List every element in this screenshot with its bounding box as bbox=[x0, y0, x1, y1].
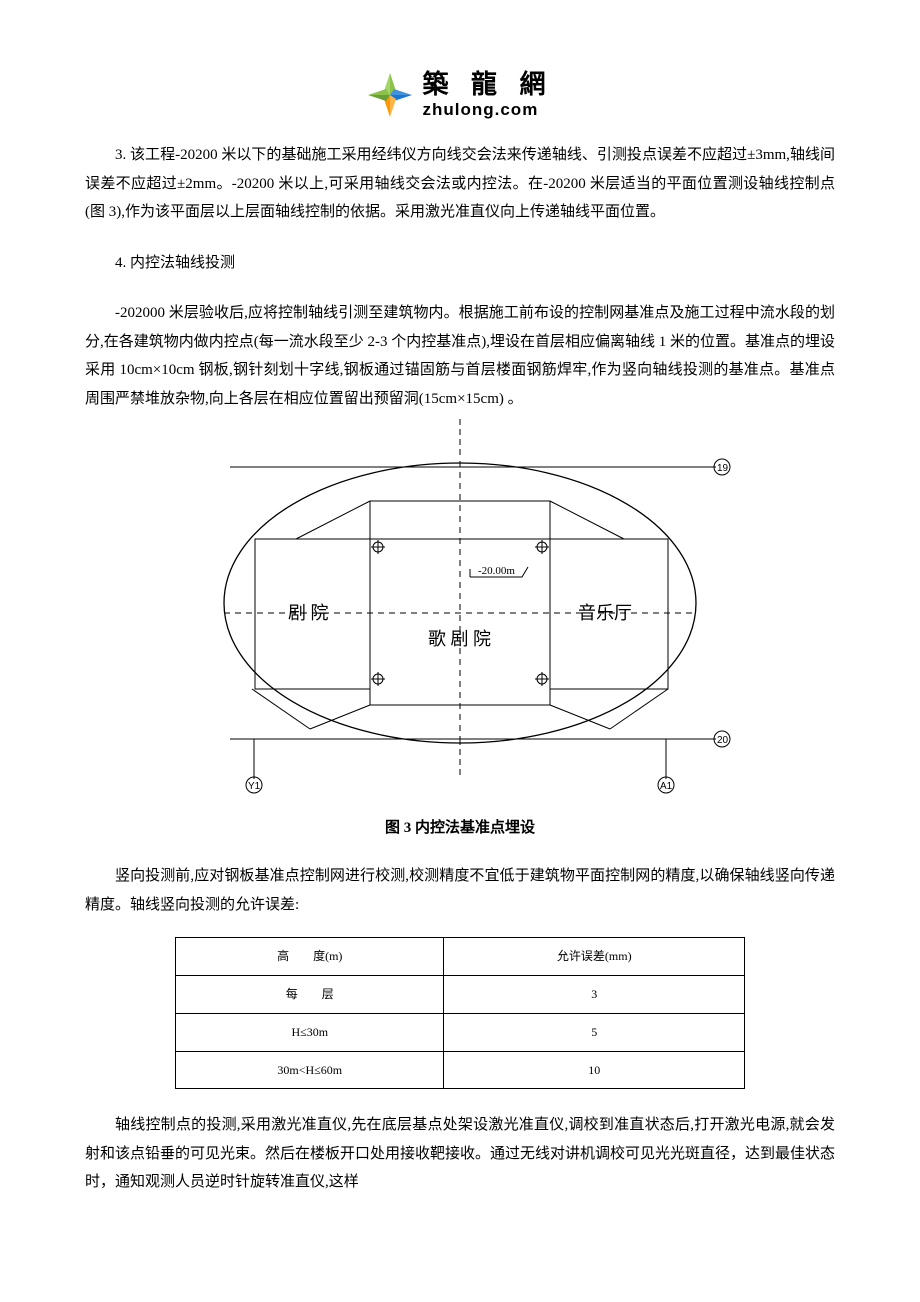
label-concert: 音乐厅 bbox=[578, 603, 632, 623]
paragraph-3: 3. 该工程-20200 米以下的基础施工采用经纬仪方向线交会法来传递轴线、引测… bbox=[85, 141, 835, 227]
label-opera: 歌 剧 院 bbox=[428, 629, 491, 649]
paragraph-6: 轴线控制点的投测,采用激光准直仪,先在底层基点处架设激光准直仪,调校到准直状态后… bbox=[85, 1111, 835, 1197]
table-row: H≤30m 5 bbox=[176, 1013, 745, 1051]
col-height: 高 度(m) bbox=[176, 938, 444, 976]
table-row: 每 层 3 bbox=[176, 976, 745, 1014]
elev-label: -20.00m bbox=[478, 565, 515, 577]
table-header-row: 高 度(m) 允许误差(mm) bbox=[176, 938, 745, 976]
svg-text:Y1: Y1 bbox=[248, 781, 261, 792]
tolerance-table: 高 度(m) 允许误差(mm) 每 层 3 H≤30m 5 30m<H≤60m … bbox=[175, 937, 745, 1089]
site-logo: 築 龍 網 zhulong.com bbox=[85, 70, 835, 129]
logo-icon bbox=[366, 71, 414, 119]
logo-en-text: zhulong.com bbox=[422, 100, 538, 120]
svg-text:20: 20 bbox=[717, 735, 729, 746]
figure-3-diagram: -20.00m 剧 院 歌 剧 院 音乐厅 19 20 Y1 A1 bbox=[85, 419, 835, 810]
svg-text:19: 19 bbox=[717, 463, 729, 474]
col-tolerance: 允许误差(mm) bbox=[444, 938, 745, 976]
logo-cn-text: 築 龍 網 bbox=[422, 70, 553, 100]
svg-text:A1: A1 bbox=[660, 781, 673, 792]
label-theater: 剧 院 bbox=[288, 603, 329, 623]
heading-4: 4. 内控法轴线投测 bbox=[85, 249, 835, 278]
figure-3-caption: 图 3 内控法基准点埋设 bbox=[85, 814, 835, 843]
table-row: 30m<H≤60m 10 bbox=[176, 1051, 745, 1089]
paragraph-4a: -202000 米层验收后,应将控制轴线引测至建筑物内。根据施工前布设的控制网基… bbox=[85, 299, 835, 413]
paragraph-5: 竖向投测前,应对钢板基准点控制网进行校测,校测精度不宜低于建筑物平面控制网的精度… bbox=[85, 862, 835, 919]
